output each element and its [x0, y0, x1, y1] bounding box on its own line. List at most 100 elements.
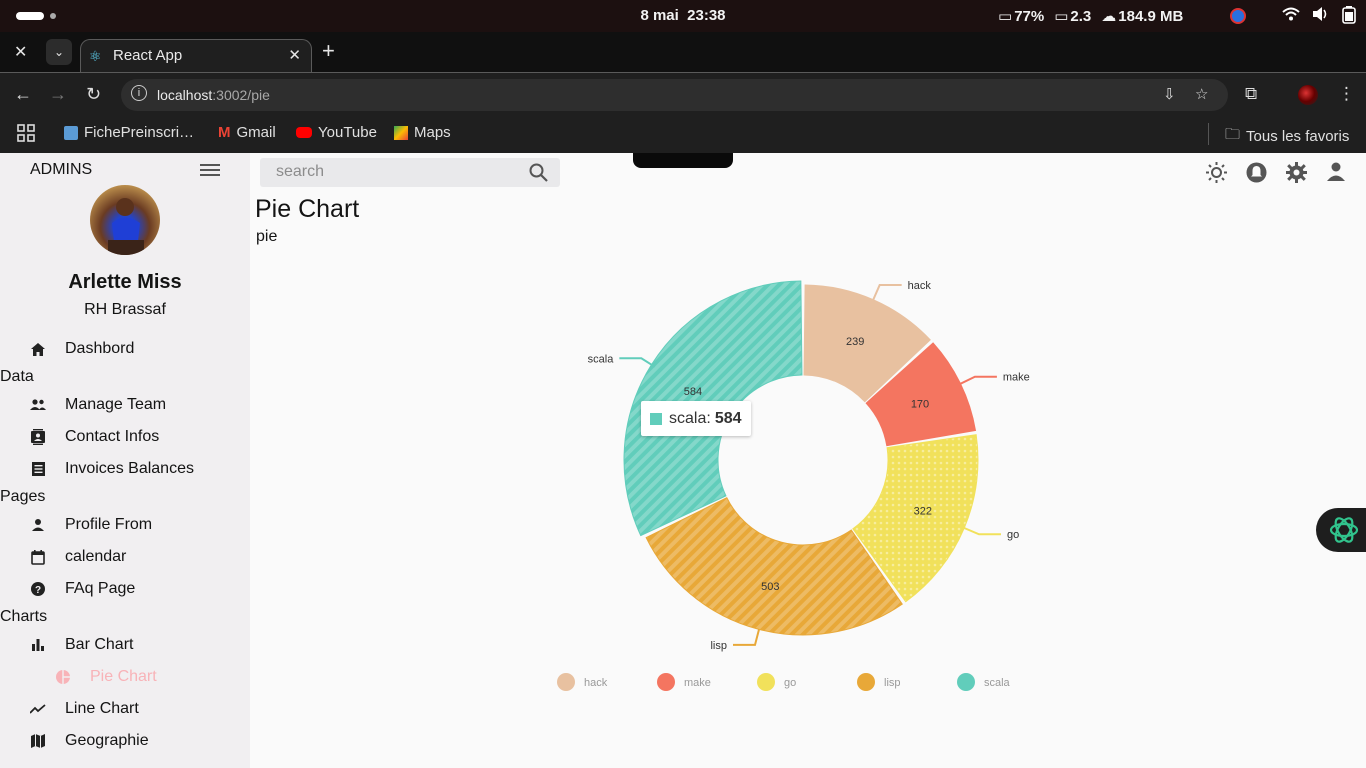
hamburger-menu-icon[interactable] [200, 161, 220, 179]
sidebar-header: ADMINS [30, 161, 93, 178]
sidebar-item-label: FAq Page [65, 580, 136, 597]
youtube-icon [296, 127, 312, 138]
sidebar-item-label: Pie Chart [90, 668, 157, 685]
install-app-icon[interactable]: ⇩ [1163, 86, 1176, 103]
bookmark-star-icon[interactable]: ☆ [1195, 86, 1209, 103]
more-options-icon[interactable]: ⋮ [1338, 84, 1355, 103]
activities-indicator[interactable] [16, 12, 44, 20]
bookmark-gmail[interactable]: M Gmail [218, 124, 276, 141]
page-subtitle: pie [256, 228, 278, 245]
legend-swatch[interactable] [557, 673, 575, 691]
sidebar-item-label: Profile From [65, 516, 153, 533]
reload-icon[interactable]: ↻ [86, 84, 102, 104]
sidebar-item-label: Dashbord [65, 340, 135, 357]
tooltip-value: 584 [714, 409, 742, 427]
svg-text:?: ? [35, 585, 41, 596]
folder-icon: 🗀 [1225, 126, 1241, 143]
workspace-dot [50, 13, 56, 19]
profile-avatar-icon[interactable] [1298, 85, 1318, 105]
sidebar-item-faq[interactable]: ? FAq Page [30, 580, 135, 598]
notifications-icon[interactable] [1246, 162, 1267, 188]
url-text[interactable]: localhost:3002/pie [157, 87, 270, 103]
close-window-icon[interactable]: ✕ [14, 44, 28, 61]
apps-grid-icon[interactable] [17, 124, 35, 142]
tab-search-chevron-icon[interactable]: ⌄ [46, 39, 72, 65]
openai-logo-icon [1328, 514, 1360, 551]
battery-status-icon: ▭ [998, 8, 1013, 25]
legend-label[interactable]: hack [584, 677, 608, 689]
bar-chart-icon [30, 637, 46, 653]
pie-slice-pattern-go [852, 434, 978, 602]
all-bookmarks-folder[interactable]: 🗀 Tous les favoris [1225, 124, 1349, 149]
url-host: localhost [157, 87, 213, 103]
legend-swatch[interactable] [757, 673, 775, 691]
search-icon[interactable] [529, 163, 548, 187]
sidebar-item-label: Contact Infos [65, 428, 160, 445]
sidebar-item-bar-chart[interactable]: Bar Chart [30, 636, 133, 654]
legend-label[interactable]: make [684, 677, 711, 689]
legend-label[interactable]: lisp [884, 677, 901, 689]
sidebar-item-pie-chart[interactable]: Pie Chart [55, 668, 157, 686]
bookmark-youtube[interactable]: YouTube [296, 124, 377, 141]
pie-slice-pattern-lisp [646, 497, 903, 635]
bookmark-maps[interactable]: Maps [394, 124, 451, 141]
back-arrow-icon[interactable]: ← [14, 84, 32, 104]
legend-label[interactable]: scala [984, 677, 1011, 689]
settings-gear-icon[interactable] [1286, 162, 1307, 188]
monitor-icon: ▭ [1054, 8, 1069, 25]
arc-link-line [963, 527, 1001, 536]
pie-slice-hack[interactable] [804, 285, 931, 402]
legend-swatch[interactable] [657, 673, 675, 691]
sidebar-item-dashboard[interactable]: Dashbord [30, 340, 134, 358]
wifi-icon[interactable] [1282, 6, 1300, 29]
sidebar-item-line-chart[interactable]: Line Chart [30, 700, 139, 718]
screen-record-icon[interactable] [1230, 8, 1246, 24]
system-clock[interactable]: 8 mai 23:38 [0, 7, 1366, 24]
new-tab-icon[interactable]: + [322, 38, 335, 63]
sidebar-item-geography[interactable]: Geographie [30, 732, 149, 750]
all-bookmarks-label: Tous les favoris [1246, 128, 1350, 145]
line-chart-icon [30, 701, 46, 717]
section-heading-pages: Pages [0, 488, 46, 505]
bookmark-fiche[interactable]: FichePreinscri… [64, 124, 194, 141]
site-info-icon[interactable]: i [131, 85, 147, 101]
legend-swatch[interactable] [957, 673, 975, 691]
person-icon [30, 517, 46, 533]
system-tray [1230, 6, 1356, 29]
floating-assistant-button[interactable] [1316, 508, 1366, 552]
extensions-puzzle-icon[interactable]: ⧉ [1245, 84, 1258, 103]
avatar [90, 185, 160, 255]
section-heading-data: Data [0, 368, 34, 385]
pie-slice-border [865, 342, 977, 447]
slice-value-label: 239 [846, 336, 864, 348]
arc-link-line [733, 629, 760, 646]
gmail-icon: M [218, 124, 231, 141]
bookmarks-bar: FichePreinscri… M Gmail YouTube Maps 🗀 Tou… [0, 117, 1366, 153]
clock-date: 8 mai [640, 7, 679, 24]
slice-value-label: 322 [914, 506, 932, 518]
sidebar-item-invoices[interactable]: Invoices Balances [30, 460, 194, 478]
power-battery-icon[interactable] [1342, 6, 1356, 29]
sidebar-item-manage-team[interactable]: Manage Team [30, 396, 166, 414]
sidebar-item-profile-form[interactable]: Profile From [30, 516, 152, 534]
tab-react-app[interactable]: ⚛ React App ✕ [80, 39, 312, 72]
chart-tooltip: scala:584 [641, 401, 751, 436]
account-person-icon[interactable] [1326, 162, 1346, 187]
search-input[interactable] [276, 162, 526, 182]
search-box [260, 158, 560, 187]
tab-close-icon[interactable]: ✕ [288, 47, 301, 64]
pie-slice-make[interactable] [866, 342, 976, 446]
calendar-icon [30, 549, 46, 565]
legend-label[interactable]: go [784, 677, 796, 689]
pie-slice-border [645, 497, 903, 636]
sidebar-item-contact-infos[interactable]: Contact Infos [30, 428, 159, 446]
sidebar-item-calendar[interactable]: calendar [30, 548, 126, 566]
forward-arrow-icon[interactable]: → [49, 84, 67, 104]
bookmark-label: Gmail [236, 124, 276, 141]
volume-icon[interactable] [1312, 6, 1330, 29]
address-bar[interactable]: i localhost:3002/pie ⇩ ☆ [121, 79, 1228, 111]
pie-slice-border [803, 284, 931, 403]
arc-link-line [619, 357, 656, 368]
legend-swatch[interactable] [857, 673, 875, 691]
light-mode-icon[interactable] [1206, 162, 1227, 188]
